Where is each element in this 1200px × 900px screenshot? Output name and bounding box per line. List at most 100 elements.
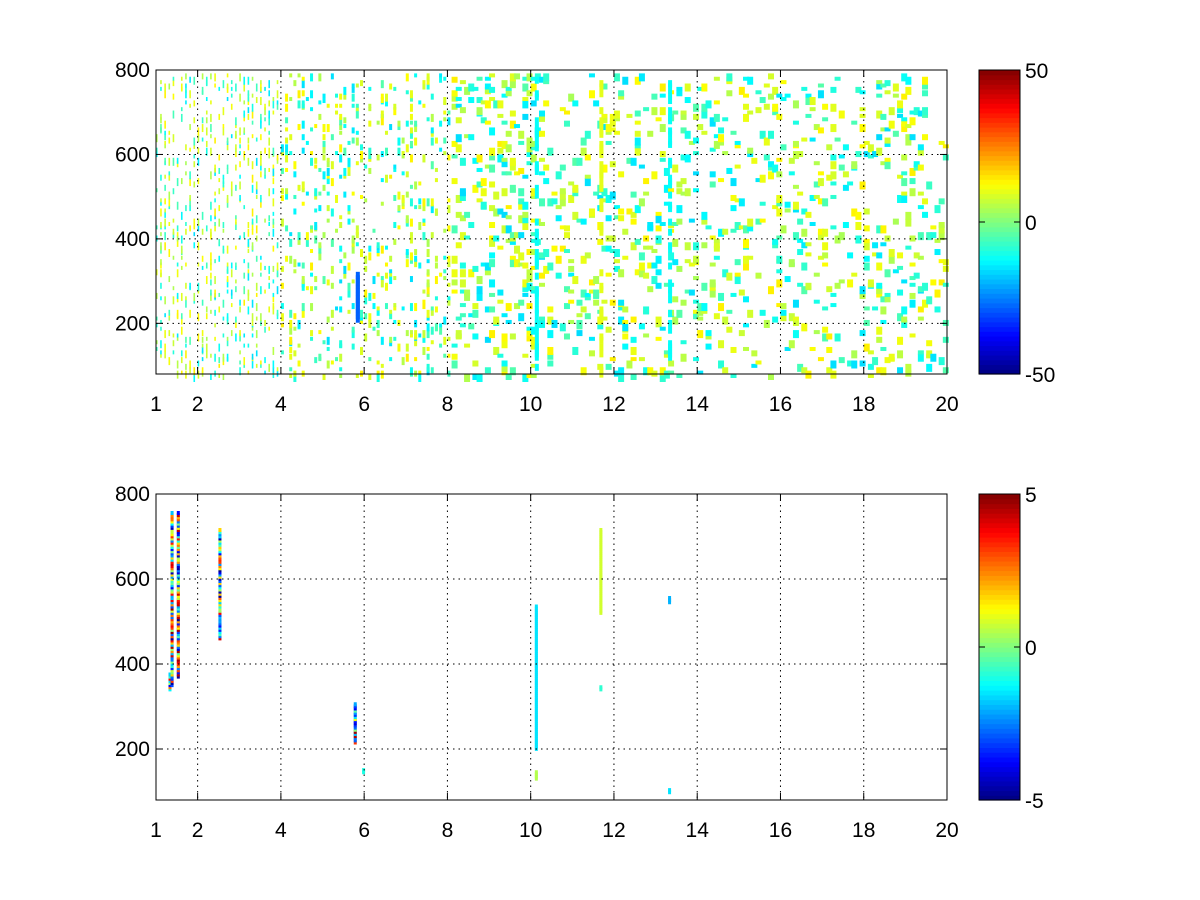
heatmap-cell xyxy=(909,117,916,126)
heatmap-cell xyxy=(522,174,529,179)
heatmap-cell xyxy=(170,566,174,571)
heatmap-cell xyxy=(534,218,539,226)
heatmap-cell xyxy=(355,161,359,166)
heatmap-cell xyxy=(255,215,258,224)
heatmap-cell xyxy=(493,208,500,217)
heatmap-cell xyxy=(472,184,479,193)
heatmap-cell xyxy=(230,269,233,278)
heatmap-cell xyxy=(809,222,816,226)
heatmap-cell xyxy=(214,289,216,298)
heatmap-cell xyxy=(455,144,462,153)
heatmap-cell xyxy=(235,245,237,250)
colorbar-segment xyxy=(979,127,1020,133)
heatmap-cell xyxy=(180,113,183,122)
colorbar-segment xyxy=(979,651,1020,658)
heatmap-cell xyxy=(901,279,908,284)
heatmap-cell xyxy=(909,276,916,281)
heatmap-cell xyxy=(563,120,570,127)
heatmap-cell xyxy=(170,676,174,681)
heatmap-cell xyxy=(547,316,554,325)
heatmap-cell xyxy=(247,144,250,151)
heatmap-cell xyxy=(289,374,293,378)
heatmap-cell xyxy=(260,83,262,92)
heatmap-cell xyxy=(168,681,172,685)
heatmap-cell xyxy=(393,194,397,201)
heatmap-cell xyxy=(763,83,770,88)
heatmap-cell xyxy=(634,238,641,245)
heatmap-cell xyxy=(380,110,384,119)
heatmap-cell xyxy=(405,330,409,337)
heatmap-cell xyxy=(380,276,384,281)
heatmap-cell xyxy=(718,292,725,301)
heatmap-cell xyxy=(405,90,409,95)
heatmap-cell xyxy=(576,299,583,306)
heatmap-cell xyxy=(170,596,174,600)
heatmap-cell xyxy=(214,137,216,144)
heatmap-cell xyxy=(176,657,180,662)
colorbar-segment xyxy=(979,666,1020,672)
heatmap-cell xyxy=(817,171,824,176)
heatmap-cell xyxy=(339,215,343,220)
heatmap-cell xyxy=(226,144,229,151)
heatmap-cell xyxy=(176,238,179,247)
heatmap-cell xyxy=(668,598,672,603)
heatmap-cell xyxy=(247,113,250,120)
heatmap-cell xyxy=(580,137,587,146)
heatmap-cell xyxy=(170,619,174,624)
heatmap-cell xyxy=(822,262,829,267)
heatmap-cell xyxy=(599,564,603,569)
heatmap-cell xyxy=(509,157,516,166)
heatmap-cell xyxy=(518,252,525,261)
heatmap-cell xyxy=(713,113,720,122)
heatmap-cell xyxy=(464,134,471,139)
x-tick-label: 8 xyxy=(442,819,454,842)
heatmap-cell xyxy=(676,218,683,225)
heatmap-cell xyxy=(599,107,604,115)
heatmap-cell xyxy=(559,225,566,230)
heatmap-cell xyxy=(489,306,496,313)
heatmap-cell xyxy=(226,164,229,169)
heatmap-cell xyxy=(622,323,629,332)
colorbar-segment xyxy=(979,661,1020,667)
heatmap-cell xyxy=(409,232,413,237)
heatmap-cell xyxy=(713,313,720,320)
heatmap-cell xyxy=(397,124,401,131)
heatmap-cell xyxy=(405,252,409,259)
heatmap-cell xyxy=(718,360,725,369)
heatmap-cell xyxy=(622,228,629,235)
heatmap-cell xyxy=(847,252,854,259)
heatmap-cell xyxy=(922,282,929,291)
heatmap-cell xyxy=(335,93,339,98)
heatmap-cell xyxy=(160,208,162,217)
heatmap-cell xyxy=(243,343,246,348)
heatmap-cell xyxy=(218,608,222,613)
heatmap-cell xyxy=(368,252,372,261)
heatmap-cell xyxy=(905,134,912,139)
heatmap-cell xyxy=(205,276,208,285)
heatmap-cell xyxy=(459,262,466,269)
heatmap-cell xyxy=(634,144,641,149)
heatmap-cell xyxy=(572,211,579,220)
heatmap-cell xyxy=(763,154,770,161)
heatmap-cell xyxy=(176,649,180,654)
heatmap-cell xyxy=(170,593,174,598)
heatmap-cell xyxy=(176,370,179,379)
heatmap-cell xyxy=(168,174,171,181)
heatmap-cell xyxy=(226,353,229,362)
heatmap-cell xyxy=(255,363,258,368)
heatmap-cell xyxy=(909,110,916,115)
heatmap-cell xyxy=(205,76,208,85)
heatmap-cell xyxy=(605,245,612,252)
heatmap-cell xyxy=(210,292,212,301)
heatmap-cell xyxy=(185,73,187,80)
x-tick-label: 10 xyxy=(519,393,542,416)
heatmap-cell xyxy=(164,120,166,129)
heatmap-cell xyxy=(384,282,388,291)
colorbar-segment xyxy=(979,498,1020,505)
heatmap-cell xyxy=(643,272,650,279)
colorbar-segment xyxy=(979,517,1020,524)
heatmap-cell xyxy=(743,255,750,264)
heatmap-cell xyxy=(447,117,451,126)
heatmap-cell xyxy=(272,265,275,272)
heatmap-cell xyxy=(230,292,233,299)
